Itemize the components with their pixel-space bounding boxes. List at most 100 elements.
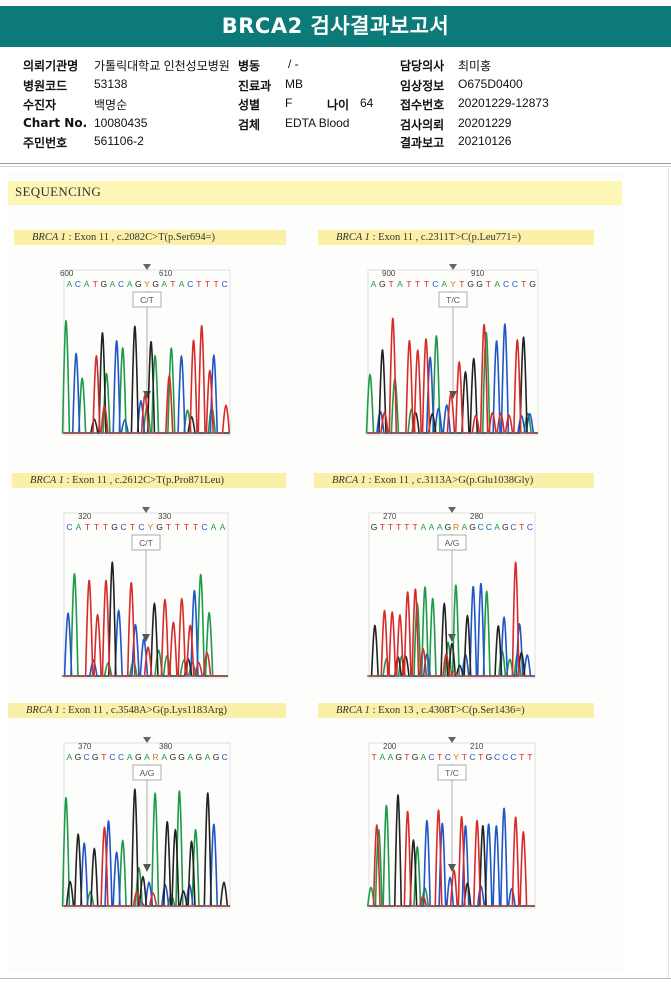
variant-label: BRCA 1 : Exon 11 , c.2082C>T(p.Ser694=)	[14, 230, 286, 245]
base-call: T	[527, 752, 532, 762]
position-arrow-icon	[143, 264, 151, 270]
variant-detail: : Exon 11 , c.2082C>T(p.Ser694=)	[65, 232, 216, 243]
base-call: T	[389, 279, 394, 289]
base-call: C	[84, 752, 90, 762]
base-call: A	[441, 279, 447, 289]
chromatogram-panel: 200 210 T A A G T G A C T C Y T C T G C C C T T T/C	[366, 735, 537, 910]
base-call: T	[193, 522, 198, 532]
base-call: Y	[453, 752, 459, 762]
trace-A	[366, 584, 535, 677]
base-call: T	[184, 522, 189, 532]
chromatogram-panel: 270 280 G T T T T T A A A G R A G C C A G C T C A/G	[366, 505, 537, 680]
base-call: T	[166, 522, 171, 532]
field-value: F	[285, 96, 293, 110]
base-call: T	[459, 279, 464, 289]
base-call: G	[412, 752, 419, 762]
base-call: G	[476, 279, 483, 289]
base-call: G	[170, 752, 177, 762]
base-call: C	[445, 752, 451, 762]
field-value: 20201229	[458, 116, 512, 130]
base-call: A	[127, 752, 133, 762]
base-call: T	[404, 752, 409, 762]
base-call: T	[85, 522, 90, 532]
trace-A	[365, 331, 538, 434]
gene-name: BRCA 1	[32, 232, 66, 243]
variant-label: BRCA 1 : Exon 11 , c.3548A>G(p.Lys1183Ar…	[8, 703, 286, 718]
field-value: 53138	[94, 77, 128, 91]
field-label: 담당의사	[400, 59, 445, 73]
base-call: T	[404, 522, 409, 532]
gene-name: BRCA 1	[332, 475, 366, 486]
header-divider-secondary	[0, 166, 671, 167]
base-call: C	[187, 279, 193, 289]
field-label: 성별	[238, 98, 261, 112]
base-call: G	[156, 522, 163, 532]
base-call: Y	[144, 279, 150, 289]
base-call: A	[494, 279, 500, 289]
base-call: C	[503, 279, 509, 289]
base-call: G	[371, 522, 378, 532]
variant-label: BRCA 1 : Exon 11 , c.2612C>T(p.Pro871Leu…	[12, 473, 286, 488]
field-label: 검사의뢰	[400, 118, 445, 132]
variant-arrow-icon	[448, 864, 456, 872]
variant-call-text: A/G	[140, 768, 155, 778]
page-edge	[668, 168, 669, 978]
position-number: 280	[470, 512, 484, 521]
base-call: G	[111, 522, 118, 532]
field-label: 의뢰기관명	[23, 59, 79, 73]
position-number: 320	[78, 512, 92, 521]
base-call: G	[486, 752, 493, 762]
base-call: C	[527, 522, 533, 532]
base-call: A	[187, 752, 193, 762]
base-call: A	[161, 752, 167, 762]
position-arrow-icon	[143, 737, 151, 743]
base-call: T	[406, 279, 411, 289]
base-call: C	[75, 279, 81, 289]
field-value: 가톨릭대학교 인천성모병원	[94, 59, 230, 73]
base-call: R	[453, 522, 459, 532]
field-value: 20210126	[458, 134, 512, 148]
chromatogram-panel: 600 610 A C A T G A C A G Y G A T A C T T T C C/T	[60, 262, 232, 437]
gene-name: BRCA 1	[26, 705, 60, 716]
base-call: T	[424, 279, 429, 289]
base-call: C	[432, 279, 438, 289]
variant-detail: : Exon 11 , c.3113A>G(p.Glu1038Gly)	[365, 475, 534, 486]
variant-call-box	[437, 534, 467, 551]
base-call: G	[379, 279, 386, 289]
position-number: 910	[471, 269, 485, 278]
position-number: 600	[60, 269, 74, 278]
chromatogram-panel: 900 910 A G T A T T T C A Y T G G T A C C T G T/C	[365, 262, 540, 437]
base-call: C	[512, 279, 518, 289]
field-label: 나이	[327, 98, 350, 112]
base-call: T	[175, 522, 180, 532]
base-call: T	[462, 752, 467, 762]
section-title: SEQUENCING	[15, 184, 102, 199]
position-number: 330	[158, 512, 172, 521]
base-call: T	[478, 752, 483, 762]
section-band	[8, 181, 622, 205]
base-call: C	[118, 279, 124, 289]
variant-call-text: C/T	[139, 538, 153, 548]
base-call: C	[428, 752, 434, 762]
base-call: A	[461, 522, 467, 532]
gene-name: BRCA 1	[336, 705, 370, 716]
base-call: A	[429, 522, 435, 532]
base-call: T	[412, 522, 417, 532]
base-call: T	[388, 522, 393, 532]
base-call: T	[519, 522, 524, 532]
base-call: C	[469, 752, 475, 762]
field-value: 10080435	[94, 116, 148, 130]
variant-arrow-icon	[143, 864, 151, 872]
variant-detail: : Exon 11 , c.2612C>T(p.Pro871Leu)	[63, 475, 225, 486]
base-call: A	[388, 752, 394, 762]
base-call: T	[103, 522, 108, 532]
base-call: T	[94, 522, 99, 532]
position-arrow-icon	[142, 507, 150, 513]
base-call: G	[469, 522, 476, 532]
base-call: T	[380, 522, 385, 532]
variant-label: BRCA 1 : Exon 11 , c.3113A>G(p.Glu1038Gl…	[314, 473, 594, 488]
